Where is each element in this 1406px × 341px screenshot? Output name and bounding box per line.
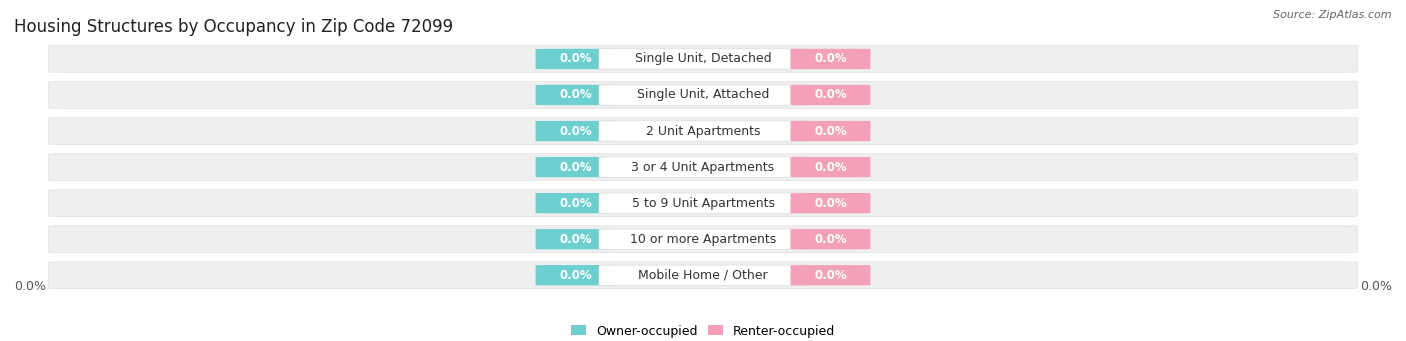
FancyBboxPatch shape xyxy=(599,265,807,285)
Text: 0.0%: 0.0% xyxy=(14,280,46,293)
FancyBboxPatch shape xyxy=(48,81,1358,108)
Text: Mobile Home / Other: Mobile Home / Other xyxy=(638,269,768,282)
FancyBboxPatch shape xyxy=(48,262,1358,288)
FancyBboxPatch shape xyxy=(599,85,807,105)
FancyBboxPatch shape xyxy=(790,157,870,177)
Text: Source: ZipAtlas.com: Source: ZipAtlas.com xyxy=(1274,10,1392,20)
FancyBboxPatch shape xyxy=(536,49,616,69)
Text: 0.0%: 0.0% xyxy=(560,269,592,282)
Text: 0.0%: 0.0% xyxy=(814,89,846,102)
Text: 0.0%: 0.0% xyxy=(560,124,592,137)
Text: 3 or 4 Unit Apartments: 3 or 4 Unit Apartments xyxy=(631,161,775,174)
Text: Single Unit, Detached: Single Unit, Detached xyxy=(634,53,772,65)
FancyBboxPatch shape xyxy=(790,49,870,69)
FancyBboxPatch shape xyxy=(48,226,1358,253)
FancyBboxPatch shape xyxy=(599,121,807,141)
FancyBboxPatch shape xyxy=(536,121,616,141)
FancyBboxPatch shape xyxy=(790,265,870,285)
Legend: Owner-occupied, Renter-occupied: Owner-occupied, Renter-occupied xyxy=(567,320,839,341)
FancyBboxPatch shape xyxy=(790,121,870,141)
FancyBboxPatch shape xyxy=(790,193,870,213)
Text: Housing Structures by Occupancy in Zip Code 72099: Housing Structures by Occupancy in Zip C… xyxy=(14,18,453,36)
Text: Single Unit, Attached: Single Unit, Attached xyxy=(637,89,769,102)
Text: 0.0%: 0.0% xyxy=(814,269,846,282)
Text: 0.0%: 0.0% xyxy=(560,233,592,246)
Text: 0.0%: 0.0% xyxy=(560,53,592,65)
FancyBboxPatch shape xyxy=(48,118,1358,144)
FancyBboxPatch shape xyxy=(536,157,616,177)
Text: 0.0%: 0.0% xyxy=(560,197,592,210)
Text: 0.0%: 0.0% xyxy=(814,197,846,210)
FancyBboxPatch shape xyxy=(599,157,807,177)
Text: 2 Unit Apartments: 2 Unit Apartments xyxy=(645,124,761,137)
FancyBboxPatch shape xyxy=(48,154,1358,180)
FancyBboxPatch shape xyxy=(536,265,616,285)
Text: 0.0%: 0.0% xyxy=(560,89,592,102)
Text: 0.0%: 0.0% xyxy=(814,124,846,137)
Text: 5 to 9 Unit Apartments: 5 to 9 Unit Apartments xyxy=(631,197,775,210)
FancyBboxPatch shape xyxy=(536,229,616,249)
Text: 0.0%: 0.0% xyxy=(1360,280,1392,293)
FancyBboxPatch shape xyxy=(599,229,807,249)
FancyBboxPatch shape xyxy=(790,229,870,249)
FancyBboxPatch shape xyxy=(48,190,1358,217)
Text: 0.0%: 0.0% xyxy=(814,233,846,246)
FancyBboxPatch shape xyxy=(536,85,616,105)
Text: 0.0%: 0.0% xyxy=(560,161,592,174)
FancyBboxPatch shape xyxy=(48,46,1358,72)
Text: 10 or more Apartments: 10 or more Apartments xyxy=(630,233,776,246)
FancyBboxPatch shape xyxy=(536,193,616,213)
FancyBboxPatch shape xyxy=(599,193,807,213)
FancyBboxPatch shape xyxy=(599,49,807,69)
FancyBboxPatch shape xyxy=(790,85,870,105)
Text: 0.0%: 0.0% xyxy=(814,53,846,65)
Text: 0.0%: 0.0% xyxy=(814,161,846,174)
